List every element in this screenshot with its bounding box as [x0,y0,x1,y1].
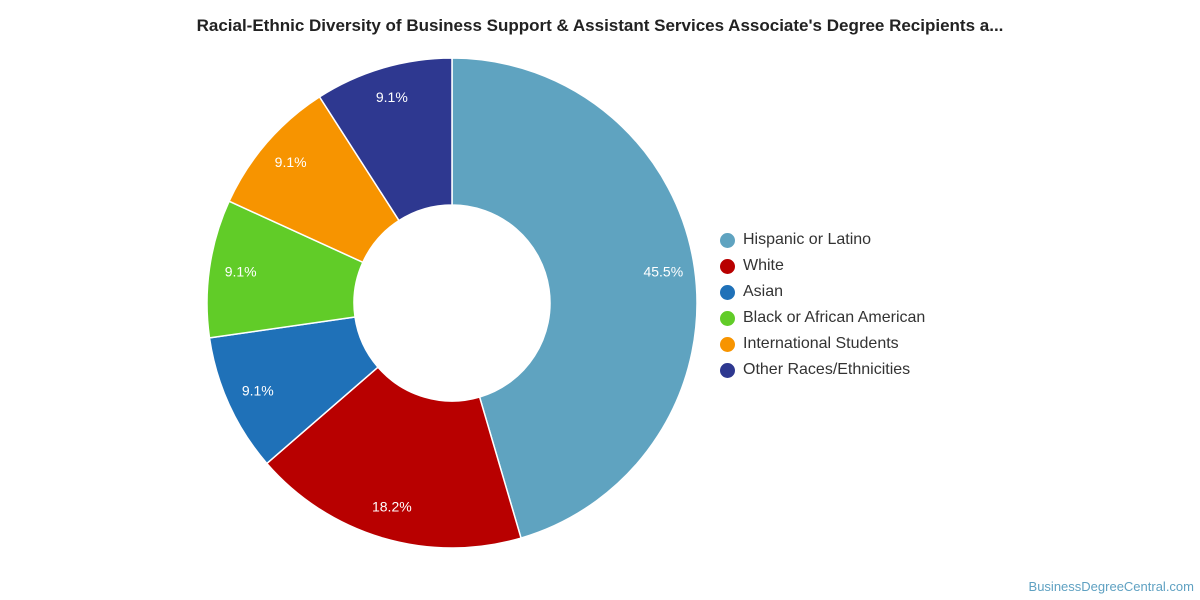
legend-swatch-icon [720,310,735,326]
legend-item[interactable]: Black or African American [720,305,925,331]
slice-label: 45.5% [643,263,683,279]
slice-hispanic-or-latino[interactable] [451,57,698,540]
legend: Hispanic or Latino White Asian Black or Afr… [720,227,925,383]
legend-label: Asian [743,283,784,300]
slice-label: 18.2% [372,499,412,515]
legend-label: Hispanic or Latino [743,231,872,248]
slices-group [206,57,698,549]
legend-swatch-icon [720,362,735,378]
legend-item[interactable]: Hispanic or Latino [720,227,925,253]
slice-other-races-ethnicities[interactable] [318,57,453,222]
legend-item[interactable]: Other Races/Ethnicities [720,357,925,383]
slice-label: 9.1% [376,89,408,105]
footer-credit-link[interactable]: BusinessDegreeCentral.com [1028,579,1194,594]
legend-item[interactable]: International Students [720,331,925,357]
slice-white[interactable] [265,366,522,549]
slice-label: 9.1% [242,382,274,398]
legend-item[interactable]: White [720,253,925,279]
legend-label: Other Races/Ethnicities [743,361,911,378]
slice-label: 9.1% [225,263,257,279]
chart-title: Racial-Ethnic Diversity of Business Supp… [196,16,1004,35]
legend-label: International Students [743,335,899,352]
slice-label: 9.1% [275,154,307,170]
legend-label: Black or African American [743,309,926,326]
legend-swatch-icon [720,232,735,248]
legend-swatch-icon [720,336,735,352]
legend-item[interactable]: Asian [720,279,925,305]
slice-labels-group: 45.5% 18.2% 9.1% 9.1% 9.1% 9.1% [225,89,683,515]
legend-swatch-icon [720,284,735,300]
legend-label: White [743,257,784,274]
legend-swatch-icon [720,258,735,274]
